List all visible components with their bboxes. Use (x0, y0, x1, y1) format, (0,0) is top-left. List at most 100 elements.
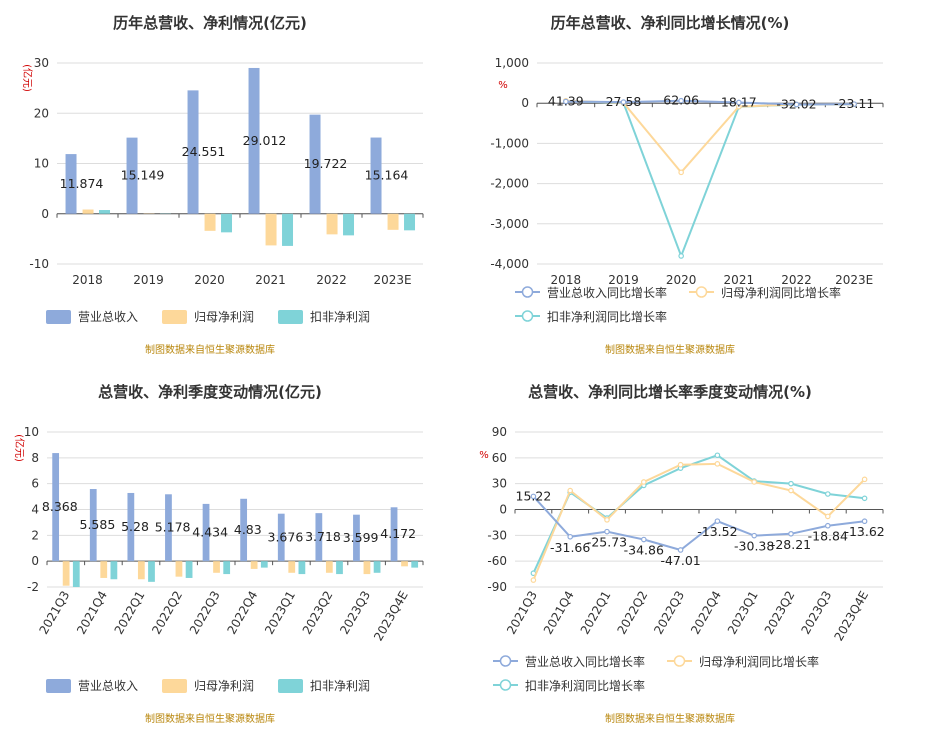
data-label: 41.39 (548, 94, 584, 109)
legend-swatch (46, 310, 71, 324)
y-tick-label: 10 (24, 425, 39, 439)
y-tick-label: 0 (31, 554, 39, 568)
x-tick-label: 2023Q1 (725, 589, 761, 637)
bar-revenue (165, 494, 172, 562)
x-tick-label: 2019 (133, 273, 164, 287)
data-label: 4.434 (192, 525, 228, 540)
legend-label: 营业总收入同比增长率 (525, 654, 645, 669)
bar-parent-np (204, 213, 216, 231)
x-tick-label: 2021 (724, 273, 755, 287)
bar-deducted-np (110, 561, 118, 580)
point-deducted-np-growth (788, 480, 794, 487)
legend-label: 归母净利润同比增长率 (699, 654, 819, 669)
bar-deducted-np (185, 561, 193, 578)
data-label: 4.83 (234, 522, 262, 537)
point-parent-np-growth (567, 487, 574, 494)
bar-revenue (370, 137, 382, 214)
x-tick-label: 2023Q1 (262, 589, 298, 637)
data-label: 15.164 (365, 168, 409, 183)
point-parent-np-growth (751, 479, 758, 485)
bar-parent-np (82, 209, 94, 214)
legend-marker (521, 286, 534, 298)
y-tick-label: -2,000 (490, 177, 529, 191)
point-parent-np-growth (861, 476, 868, 483)
point-revenue-growth (714, 518, 721, 524)
y-tick-label: 20 (34, 106, 49, 120)
data-label: 5.178 (155, 520, 191, 535)
point-revenue-growth (563, 98, 569, 105)
point-parent-np-growth (714, 461, 721, 467)
bar-revenue (390, 507, 398, 562)
y-tick-label: -1,000 (490, 136, 529, 150)
bar-deducted-np (282, 213, 294, 246)
data-label: 15.22 (516, 488, 552, 503)
bar-deducted-np (343, 213, 355, 236)
bar-parent-np (100, 561, 108, 578)
x-tick-label: 2023Q4E (831, 589, 871, 644)
x-tick-label: 2021Q4 (74, 589, 110, 637)
point-revenue-growth (677, 547, 684, 553)
data-label: 19.722 (304, 156, 348, 171)
data-label: 27.58 (606, 94, 642, 109)
point-parent-np-growth (530, 577, 537, 583)
y-tick-label: 0 (521, 96, 529, 110)
legend-swatch (278, 679, 303, 693)
y-tick-label: 30 (492, 477, 507, 491)
legend-swatch (278, 310, 303, 324)
data-label: 3.718 (305, 529, 341, 544)
bar-deducted-np (373, 561, 381, 573)
bar-revenue (202, 503, 210, 562)
line-parent-np-growth (532, 462, 866, 581)
x-tick-label: 2022Q1 (112, 589, 148, 637)
y-tick-label: 8 (31, 451, 39, 465)
data-label: -32.02 (776, 96, 816, 111)
bar-revenue (127, 492, 135, 562)
bar-parent-np (326, 213, 338, 235)
data-label: -28.21 (771, 537, 811, 552)
point-revenue-growth (530, 493, 537, 500)
line-parent-np-growth (565, 99, 855, 174)
bar-deducted-np (411, 561, 419, 568)
x-tick-label: 2022Q4 (688, 589, 724, 637)
bar-parent-np (401, 561, 408, 567)
data-label: 3.599 (343, 530, 379, 545)
legend-label: 营业总收入同比增长率 (547, 285, 667, 300)
bar-deducted-np (260, 561, 268, 568)
bar-parent-np (288, 561, 296, 573)
legend-marker (695, 286, 708, 298)
x-tick-label: 2023Q3 (798, 589, 834, 637)
bar-deducted-np (223, 561, 231, 575)
point-deducted-np-growth (824, 491, 831, 497)
y-tick-label: 10 (34, 157, 49, 171)
bar-revenue (277, 513, 285, 562)
y-tick-label: 0 (41, 207, 49, 221)
point-revenue-growth (736, 99, 742, 106)
point-deducted-np-growth (861, 495, 868, 502)
data-label: 8.368 (42, 499, 78, 514)
data-label: 5.585 (80, 517, 116, 532)
point-parent-np-growth (678, 169, 684, 176)
y-unit-label: (亿元) (13, 434, 26, 462)
data-label: 11.874 (60, 176, 104, 191)
point-revenue-growth (604, 528, 610, 535)
point-revenue-growth (824, 522, 831, 529)
x-tick-label: 2021Q4 (541, 589, 577, 637)
x-tick-label: 2021 (255, 273, 286, 287)
x-tick-label: 2018 (72, 273, 103, 287)
bar-parent-np (213, 561, 220, 573)
x-tick-label: 2022Q3 (651, 589, 687, 637)
x-tick-label: 2020 (666, 273, 697, 287)
bar-deducted-np (404, 213, 416, 231)
y-tick-label: -30 (487, 528, 507, 542)
point-parent-np-growth (640, 479, 647, 485)
y-tick-label: -60 (487, 554, 507, 568)
legend-marker (499, 679, 512, 691)
bar-revenue (248, 67, 260, 214)
x-tick-label: 2023E (373, 273, 411, 287)
bar-deducted-np (72, 561, 80, 587)
bar-parent-np (325, 561, 333, 573)
x-tick-label: 2021Q3 (504, 589, 540, 637)
line-deducted-np-growth (565, 99, 855, 259)
x-tick-label: 2022Q1 (578, 589, 614, 637)
